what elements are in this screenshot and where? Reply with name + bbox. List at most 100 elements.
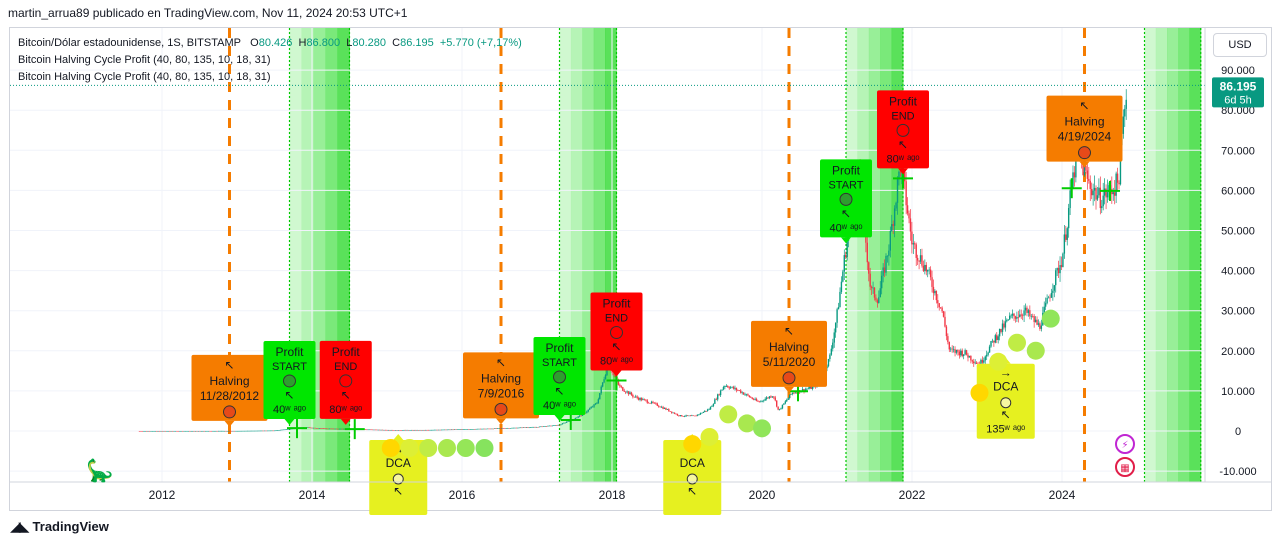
lightning-icon[interactable] bbox=[1115, 434, 1135, 454]
candle-body bbox=[706, 409, 709, 411]
candle-body bbox=[1106, 192, 1109, 198]
candle-body bbox=[954, 349, 956, 353]
candle-body bbox=[289, 428, 292, 430]
candle-body bbox=[636, 396, 638, 398]
candle-body bbox=[637, 397, 640, 400]
currency-button[interactable]: USD bbox=[1213, 33, 1267, 57]
candle-body bbox=[537, 427, 539, 428]
lightning-glyph: ⚡ bbox=[1121, 440, 1128, 451]
candle-body bbox=[600, 386, 602, 394]
halving-circle-icon bbox=[223, 405, 236, 419]
candle-body bbox=[255, 430, 257, 432]
profit_end-marker[interactable]: Profit END ↖ 80ʷ ᵃᵍᵒ bbox=[319, 340, 372, 425]
price-tag[interactable] bbox=[1212, 77, 1264, 108]
candle-body bbox=[465, 429, 467, 430]
candle-body bbox=[577, 416, 579, 418]
candle-body bbox=[678, 415, 680, 417]
candle-body bbox=[181, 430, 184, 432]
flag-glyph: ▦ bbox=[1120, 463, 1129, 474]
misc-icons: ⚡ ▦ 🦕 bbox=[86, 434, 1135, 483]
y-tick-label: 30.000 bbox=[1221, 306, 1255, 318]
candle-body bbox=[1112, 192, 1114, 195]
candle-body bbox=[620, 386, 623, 388]
candle-body bbox=[1095, 187, 1097, 200]
candle-body bbox=[962, 354, 965, 357]
candle-body bbox=[518, 427, 520, 429]
candle-body bbox=[689, 415, 692, 417]
candle-body bbox=[842, 271, 844, 282]
candle-body bbox=[508, 428, 510, 429]
candle-body bbox=[173, 430, 175, 432]
tradingview-footer[interactable]: ◢◣ TradingView bbox=[10, 518, 109, 535]
halving-circle-icon bbox=[1078, 146, 1091, 160]
halving-label: Halving bbox=[769, 340, 809, 354]
candle-body bbox=[288, 429, 290, 430]
legend-indicator-2[interactable]: Bitcoin Halving Cycle Profit (40, 80, 13… bbox=[18, 71, 271, 83]
candle-body bbox=[384, 429, 387, 431]
profit_start-marker[interactable]: Profit START ↖ 40ʷ ᵃᵍᵒ bbox=[820, 159, 872, 244]
candle-body bbox=[968, 355, 971, 358]
profit_end-marker[interactable]: Profit END ↖ 80ʷ ᵃᵍᵒ bbox=[877, 90, 929, 175]
candle-body bbox=[199, 430, 201, 432]
candle-body bbox=[1006, 319, 1008, 322]
candle-body bbox=[1119, 145, 1122, 185]
candle-body bbox=[596, 403, 598, 404]
halving-box[interactable] bbox=[1046, 95, 1123, 162]
halving-box[interactable] bbox=[463, 352, 539, 419]
candle-body bbox=[481, 428, 483, 430]
candle-body bbox=[215, 430, 217, 432]
candle-body bbox=[397, 430, 400, 431]
candle-body bbox=[1124, 108, 1126, 117]
candle-body bbox=[164, 430, 167, 432]
candle-body bbox=[1052, 290, 1054, 293]
candle-body bbox=[449, 429, 451, 431]
candle-body bbox=[1056, 268, 1058, 271]
candle-body bbox=[440, 429, 443, 431]
candle-body bbox=[714, 399, 716, 404]
candle-body bbox=[755, 398, 758, 401]
profit_start-marker[interactable]: Profit START ↖ 40ʷ ᵃᵍᵒ bbox=[533, 336, 586, 421]
profit_start-pointer bbox=[554, 414, 565, 421]
candle-body bbox=[935, 290, 938, 301]
legend-symbol-row[interactable]: Bitcoin/Dólar estadounidense, 1S, BITSTA… bbox=[18, 35, 522, 52]
candle-body bbox=[688, 415, 690, 417]
candle-body bbox=[285, 429, 287, 430]
candle-body bbox=[632, 394, 634, 397]
candle-body bbox=[265, 430, 267, 432]
chart-frame[interactable] bbox=[9, 27, 1272, 511]
candle-body bbox=[161, 430, 164, 432]
candle-body bbox=[236, 430, 239, 432]
legend-indicator-1[interactable]: Bitcoin Halving Cycle Profit (40, 80, 13… bbox=[18, 54, 271, 66]
candle-body bbox=[653, 402, 656, 404]
profit_end-marker[interactable]: Profit END ↖ 80ʷ ᵃᵍᵒ bbox=[590, 292, 643, 377]
halving-box[interactable] bbox=[751, 320, 827, 387]
candle-body bbox=[1096, 195, 1099, 200]
candle-body bbox=[971, 360, 974, 362]
candle-body bbox=[705, 410, 707, 412]
halving-label: Halving bbox=[1064, 115, 1104, 129]
candle-body bbox=[180, 430, 182, 432]
candle-body bbox=[463, 429, 466, 430]
profit_start-marker[interactable]: Profit START ↖ 40ʷ ᵃᵍᵒ bbox=[263, 340, 316, 425]
flag-icon[interactable] bbox=[1115, 457, 1135, 477]
candle-body bbox=[286, 429, 289, 430]
candle-body bbox=[870, 286, 873, 289]
halving-box[interactable] bbox=[191, 354, 268, 421]
candle-body bbox=[1047, 297, 1050, 299]
profit_end-arrow-icon: ↖ bbox=[341, 388, 351, 402]
candle-body bbox=[391, 429, 394, 431]
candle-body bbox=[911, 231, 913, 245]
candle-body bbox=[403, 429, 405, 431]
candle-body bbox=[1033, 316, 1035, 323]
profit_end-circle-icon bbox=[610, 325, 623, 339]
candle-body bbox=[606, 367, 608, 376]
dca-marker[interactable]: →DCA↖135ʷ ᵃᵍᵒ bbox=[976, 357, 1035, 439]
candle-body bbox=[655, 402, 657, 404]
halving-arrow-icon: ↖ bbox=[1079, 99, 1089, 113]
candle-body bbox=[1009, 315, 1011, 320]
